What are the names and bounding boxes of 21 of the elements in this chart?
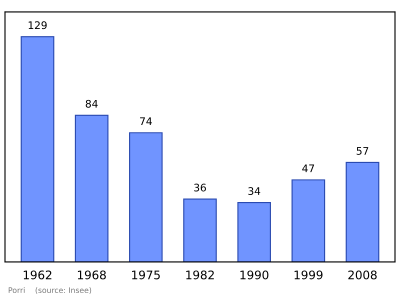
x-tick-label: 1982 xyxy=(186,270,214,280)
bar xyxy=(346,162,380,262)
bar xyxy=(129,132,163,262)
x-tick-label: 1975 xyxy=(132,270,160,280)
data-label: 57 xyxy=(356,147,368,155)
bar xyxy=(183,198,217,262)
data-label: 129 xyxy=(28,21,47,30)
data-label: 74 xyxy=(140,117,152,126)
x-tick-label: 1968 xyxy=(78,270,106,280)
x-tick-label: 1990 xyxy=(240,270,268,280)
data-label: 34 xyxy=(248,187,260,195)
x-tick-label: 1962 xyxy=(24,270,52,280)
bar xyxy=(20,36,54,262)
x-tick-label: 2008 xyxy=(348,270,377,280)
bar xyxy=(237,202,271,262)
data-label: 36 xyxy=(194,184,206,192)
data-label: 47 xyxy=(302,164,314,172)
data-label: 84 xyxy=(86,100,98,108)
bar xyxy=(292,179,326,262)
bar xyxy=(74,114,108,262)
x-tick-label: 1999 xyxy=(294,270,323,280)
